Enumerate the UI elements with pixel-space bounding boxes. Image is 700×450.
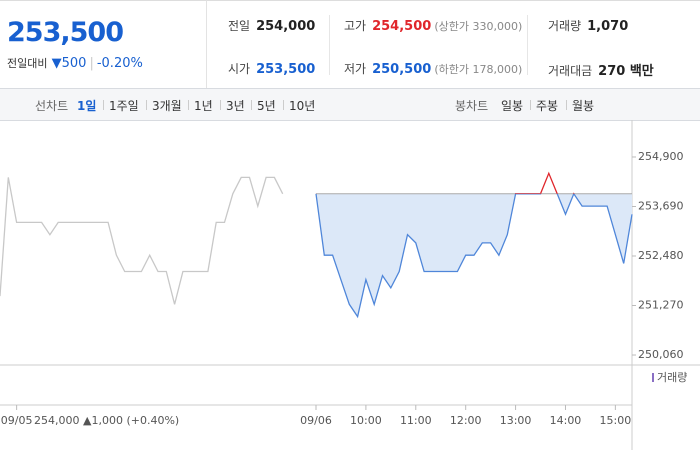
legend-swatch xyxy=(652,373,654,382)
y-tick-label: 251,270 xyxy=(638,299,684,312)
stats-panel: 전일 254,000 고가 254,500 (상한가 330,000) 거래량 1,07… xyxy=(207,0,700,89)
x-tick-label: 15:00 xyxy=(600,414,632,427)
divider xyxy=(103,100,104,110)
legend-label: 거래량 xyxy=(657,371,687,384)
range-tab[interactable]: 1주일 xyxy=(109,99,139,113)
tab-bar: 선차트 1일 1주일 3개월 1년 3년 5년 10년 봉차트 일봉 주봉 월봉 xyxy=(0,88,700,121)
line xyxy=(0,176,284,305)
line xyxy=(315,193,633,319)
range-tab[interactable]: 10년 xyxy=(289,99,316,113)
stat: 시가 253,500 xyxy=(228,60,315,77)
divider xyxy=(329,15,330,75)
note-part: 1,000 xyxy=(91,414,123,427)
down-arrow: ▼ xyxy=(51,56,62,71)
stat-label: 전일 xyxy=(228,19,251,33)
x-tick-label: 14:00 xyxy=(550,414,582,427)
stat-value: 253,500 xyxy=(256,62,316,77)
tab-group-label: 봉차트 xyxy=(455,99,489,113)
divider xyxy=(566,100,567,110)
stat-value: 1,070 xyxy=(587,19,629,34)
stat-note: (상한가 330,000) xyxy=(434,20,523,33)
area xyxy=(316,193,632,317)
stat: 고가 254,500 (상한가 330,000) xyxy=(344,17,522,34)
x-tick-label: 12:00 xyxy=(450,414,482,427)
price: 253,500 xyxy=(7,17,124,48)
divider xyxy=(220,100,221,110)
stat-label: 거래대금 xyxy=(548,64,593,78)
range-tab[interactable]: 1년 xyxy=(194,99,213,113)
candle-tab[interactable]: 주봉 xyxy=(536,99,559,113)
range-tab[interactable]: 3개월 xyxy=(152,99,182,113)
divider xyxy=(251,100,252,110)
change: 전일대비 ▼500 | -0.20% xyxy=(7,55,143,71)
note-part: 254,000 xyxy=(34,414,80,427)
stat-label: 저가 xyxy=(344,62,367,76)
stat: 거래대금 270 백만 xyxy=(548,60,654,79)
range-tab[interactable]: 3년 xyxy=(226,99,245,113)
stat-value: 254,500 xyxy=(372,19,432,34)
separator: | xyxy=(89,56,94,71)
change-pct: -0.20% xyxy=(96,56,143,71)
range-tab[interactable]: 5년 xyxy=(257,99,276,113)
chart: 254,900 253,690 252,480 251,270 250,060 09/05… xyxy=(0,120,700,450)
divider xyxy=(146,100,147,110)
change-value: 500 xyxy=(61,56,87,71)
note-part: (+0.40%) xyxy=(126,414,179,427)
y-tick-label: 252,480 xyxy=(638,249,684,262)
range-tab[interactable]: 1일 xyxy=(77,99,97,113)
quote-panel: 253,500 전일대비 ▼500 | -0.20% xyxy=(0,0,207,89)
x-tick-label: 13:00 xyxy=(500,414,532,427)
y-tick-label: 254,900 xyxy=(638,150,684,163)
stat: 저가 250,500 (하한가 178,000) xyxy=(344,60,522,77)
x-tick-label: 11:00 xyxy=(400,414,432,427)
divider xyxy=(283,100,284,110)
change-label: 전일대비 xyxy=(7,57,48,70)
x-tick-label: 10:00 xyxy=(350,414,382,427)
divider xyxy=(188,100,189,110)
stat-label: 시가 xyxy=(228,62,251,76)
stat-value: 254,000 xyxy=(256,19,316,34)
divider xyxy=(527,15,528,75)
stat-label: 거래량 xyxy=(548,19,582,33)
y-tick-label: 253,690 xyxy=(638,199,684,212)
stat: 거래량 1,070 xyxy=(548,17,628,34)
arrow-icon: ▲ xyxy=(80,414,92,427)
stat: 전일 254,000 xyxy=(228,17,315,34)
tab-group-label: 선차트 xyxy=(35,99,69,113)
x-tick-label: 09/05 xyxy=(1,414,33,427)
stat-label: 고가 xyxy=(344,19,367,33)
stat-value: 270 백만 xyxy=(598,64,654,79)
prev-close-note: 254,000 ▲1,000 (+0.40%) xyxy=(34,414,179,427)
candle-tab[interactable]: 일봉 xyxy=(501,99,524,113)
y-tick-label: 250,060 xyxy=(638,348,684,361)
stat-value: 250,500 xyxy=(372,62,432,77)
x-tick-label: 09/06 xyxy=(300,414,332,427)
stat-note: (하한가 178,000) xyxy=(434,63,523,76)
divider xyxy=(530,100,531,110)
candle-tab[interactable]: 월봉 xyxy=(572,99,595,113)
